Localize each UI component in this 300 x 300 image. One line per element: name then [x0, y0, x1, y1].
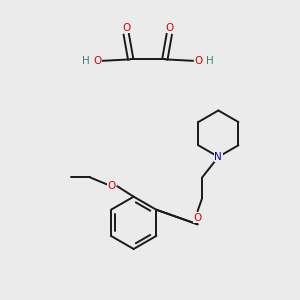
Text: O: O — [93, 56, 101, 66]
Text: O: O — [122, 22, 130, 32]
Text: O: O — [194, 56, 202, 66]
Text: H: H — [206, 56, 213, 66]
Text: H: H — [82, 56, 90, 66]
Text: O: O — [165, 22, 173, 32]
Text: N: N — [214, 152, 222, 162]
Text: O: O — [194, 213, 202, 223]
Text: O: O — [107, 181, 116, 191]
